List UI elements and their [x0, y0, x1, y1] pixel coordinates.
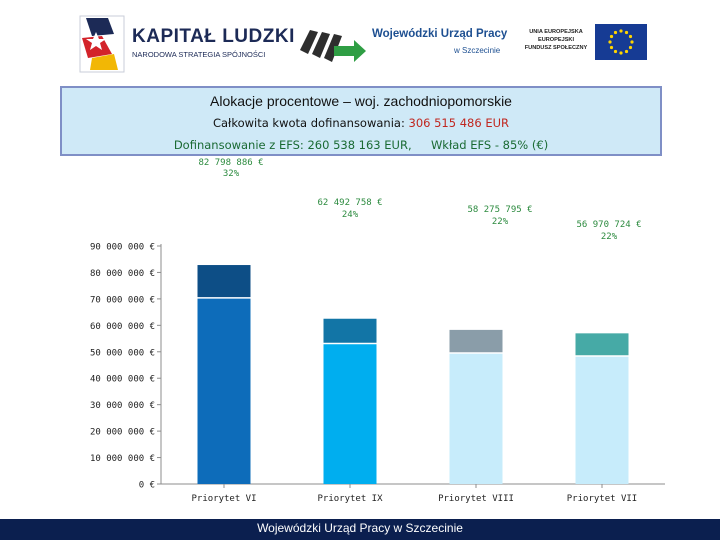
wup-city: w Szczecinie — [454, 46, 501, 55]
total-funding-value: 306 515 486 EUR — [408, 116, 510, 130]
kapital-ludzki-logo: KAPITAŁ LUDZKI NARODOWA STRATEGIA SPÓJNO… — [78, 14, 294, 74]
y-tick-label: 40 000 000 € — [90, 375, 155, 385]
y-tick-label: 50 000 000 € — [90, 348, 155, 358]
bar-percent-label: 22% — [492, 217, 509, 227]
footer-text: Wojewódzki Urząd Pracy w Szczecinie — [257, 521, 463, 535]
wup-emblem-icon — [300, 30, 366, 62]
wup-logo: Wojewódzki Urząd Pracy w Szczecinie — [296, 20, 507, 68]
y-tick-label: 90 000 000 € — [90, 243, 155, 253]
kapital-ludzki-title: KAPITAŁ LUDZKI — [132, 26, 295, 47]
bar-segment — [323, 318, 377, 344]
efs-funding-label: Dofinansowanie z EFS: 260 538 163 EUR, — [173, 138, 412, 152]
kapital-ludzki-subtitle: NARODOWA STRATEGIA SPÓJNOŚCI — [132, 50, 266, 59]
bar-total-label: 58 275 795 € — [467, 205, 532, 215]
y-tick-label: 30 000 000 € — [90, 401, 155, 411]
y-tick-label: 60 000 000 € — [90, 322, 155, 332]
y-tick-label: 10 000 000 € — [90, 454, 155, 464]
bar-total-label: 82 798 886 € — [198, 158, 263, 168]
bar-segment — [575, 355, 629, 484]
kapital-ludzki-emblem-icon — [79, 15, 125, 73]
info-title: Alokacje procentowe – woj. zachodniopomo… — [210, 93, 512, 109]
y-tick-label: 70 000 000 € — [90, 295, 155, 305]
bar-percent-label: 24% — [342, 210, 359, 220]
eu-flag-icon — [595, 24, 647, 60]
wup-name: Wojewódzki Urząd Pracy — [372, 28, 508, 40]
y-tick-label: 20 000 000 € — [90, 428, 155, 438]
x-tick-label: Priorytet VII — [567, 494, 637, 504]
efs-share-label: Wkład EFS - 85% (€) — [430, 138, 549, 152]
bar-segment — [449, 353, 503, 484]
bar-segment — [575, 333, 629, 356]
x-tick-label: Priorytet VI — [191, 494, 256, 504]
bar-segment — [323, 343, 377, 484]
total-funding: Całkowita kwota dofinansowania: 306 515 … — [62, 116, 660, 130]
eu-text: UNIA EUROPEJSKA EUROPEJSKI FUNDUSZ SPOŁE… — [524, 29, 588, 51]
y-tick-label: 0 € — [139, 481, 155, 491]
logo-strip: KAPITAŁ LUDZKI NARODOWA STRATEGIA SPÓJNO… — [0, 0, 720, 84]
efs-funding: Dofinansowanie z EFS: 260 538 163 EUR, W… — [62, 138, 660, 152]
bar-segment — [197, 297, 251, 484]
bar-segment — [449, 329, 503, 354]
y-tick-label: 80 000 000 € — [90, 269, 155, 279]
bar-percent-label: 32% — [223, 169, 240, 179]
bar-percent-label: 22% — [601, 232, 618, 242]
info-box: Alokacje procentowe – woj. zachodniopomo… — [60, 86, 662, 156]
bar-segment — [197, 265, 251, 298]
eu-logo: UNIA EUROPEJSKA EUROPEJSKI FUNDUSZ SPOŁE… — [518, 18, 648, 66]
x-tick-label: Priorytet IX — [317, 494, 383, 504]
x-tick-label: Priorytet VIII — [438, 494, 514, 504]
bar-total-label: 56 970 724 € — [576, 220, 641, 230]
total-funding-label: Całkowita kwota dofinansowania: — [212, 116, 405, 130]
bar-total-label: 62 492 758 € — [317, 198, 382, 208]
footer-bar: Wojewódzki Urząd Pracy w Szczecinie — [0, 519, 720, 540]
